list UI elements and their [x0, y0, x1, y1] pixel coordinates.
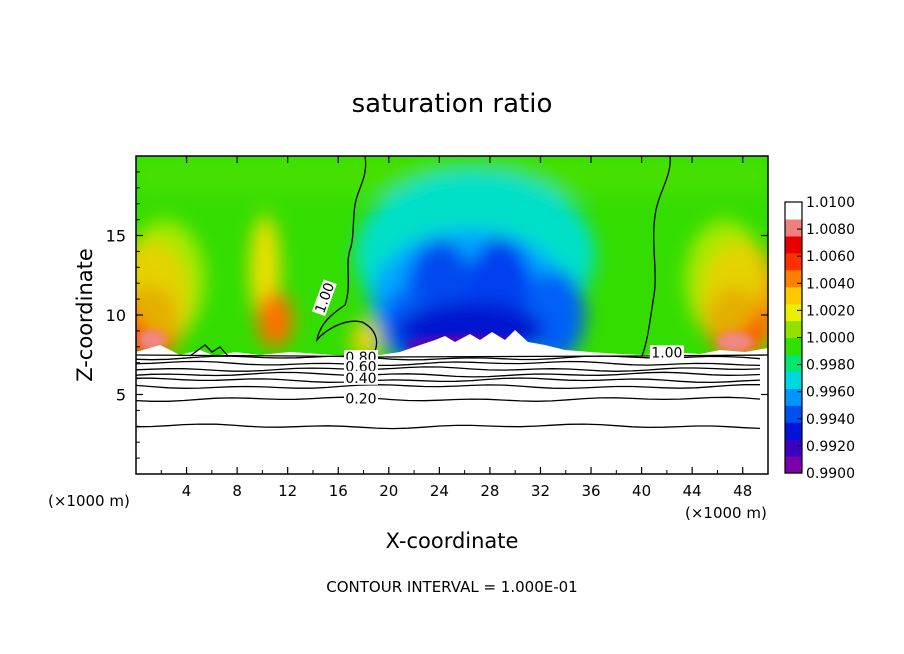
left-pink-rim	[138, 330, 166, 350]
contour-bump-left	[189, 344, 229, 357]
colorbar-swatch	[785, 286, 802, 305]
x-tick-label: 20	[379, 482, 398, 500]
x-tick-label: 32	[531, 482, 550, 500]
colorbar-tick-label: 0.9920	[806, 439, 855, 455]
colorbar-tick-label: 0.9940	[806, 412, 855, 428]
right-yellow-halo	[685, 220, 765, 340]
colorbar-swatch	[785, 202, 802, 220]
contour-label-backing	[311, 279, 337, 317]
colorbar-tick-label: 0.9980	[806, 358, 855, 374]
contour-lines	[136, 156, 768, 430]
contour-1-00-left	[315, 156, 378, 357]
y-axis-label: Z-coordinate	[73, 248, 97, 382]
contour-level-line	[136, 371, 761, 378]
colorbar-swatch	[785, 456, 802, 474]
colorbar-swatch	[785, 320, 802, 339]
colorbar-tick-label: 0.9900	[806, 466, 855, 482]
plot-area: 1.001.000.800.600.400.20	[136, 156, 768, 474]
contour-label-backing	[649, 345, 684, 360]
colorbar-swatch	[785, 235, 802, 254]
colorbar-swatch	[785, 354, 802, 372]
colorbar-tick-label: 0.9960	[806, 385, 855, 401]
right-pink-rim	[717, 332, 753, 352]
colorbar-swatch	[785, 252, 802, 271]
x-tick-label: 8	[232, 482, 242, 500]
contour-level-line	[136, 366, 761, 372]
colorbar-tick-label: 1.0060	[806, 249, 855, 265]
y-tick-label: 10	[106, 306, 126, 325]
x-unit-label-right: (×1000 m)	[685, 504, 767, 522]
colorbar-tick-label: 1.0100	[806, 195, 855, 211]
contour-levels-below-cloud	[136, 355, 761, 430]
y-tick-label: 15	[106, 227, 126, 246]
colorbar-swatch	[785, 337, 802, 356]
colorbar-swatch	[785, 388, 802, 406]
left-yellow-halo	[136, 220, 205, 340]
contour-level-line	[136, 360, 761, 367]
colorbar: 1.0100 1.0080 1.0060 1.0040 1.0020 1.0000 0.99…	[784, 195, 855, 482]
colorbar-swatch	[785, 269, 802, 288]
colorbar-tick-label: 1.0000	[806, 331, 855, 347]
x-tick-label: 12	[278, 482, 297, 500]
x-tick-label: 4	[182, 482, 192, 500]
x-tick-label: 24	[430, 482, 449, 500]
contour-label: 1.00	[651, 345, 682, 361]
small-yellow-plume	[351, 322, 379, 358]
mid-orange-plume	[257, 292, 293, 348]
colorbar-swatch	[785, 439, 802, 457]
colorbar-swatch	[785, 405, 802, 423]
x-tick-label: 36	[581, 482, 600, 500]
colorbar-tick-label: 1.0040	[806, 276, 855, 292]
x-tick-label: 44	[683, 482, 702, 500]
contour-label-backing	[343, 370, 378, 385]
colorbar-swatch	[785, 303, 802, 322]
contour-1-00-right	[641, 156, 671, 357]
colorbar-tick-label: 1.0020	[806, 303, 855, 319]
contour-level-line	[136, 423, 761, 430]
contour-label: 0.20	[345, 391, 376, 407]
x-tick-label: 16	[329, 482, 348, 500]
x-axis: 4 8 12 16 20 24 28 32 36 40 44 48	[160, 156, 752, 500]
contour-interval-footer: CONTOUR INTERVAL = 1.000E-01	[326, 578, 577, 596]
contour-level-line	[136, 377, 761, 384]
cloud-free-cutout	[136, 330, 768, 474]
chart-title: saturation ratio	[352, 89, 553, 119]
y-axis: 5 10 15	[106, 171, 768, 459]
contour-label: 0.40	[345, 371, 376, 387]
field-blobs-soft	[136, 156, 768, 370]
x-unit-label-left: (×1000 m)	[48, 492, 130, 510]
x-axis-label: X-coordinate	[386, 529, 519, 553]
x-tick-label: 48	[733, 482, 752, 500]
colorbar-tick-label: 1.0080	[806, 222, 855, 238]
colorbar-swatch	[785, 218, 802, 237]
contour-label-group: 1.001.000.800.600.400.20	[311, 279, 684, 407]
contour-level-line	[136, 384, 760, 390]
contour-level-line	[136, 396, 761, 402]
colorbar-swatch	[785, 371, 802, 389]
contour-label-backing	[343, 359, 378, 374]
contour-label-backing	[343, 391, 378, 406]
y-tick-label: 5	[116, 386, 126, 405]
x-tick-label: 40	[632, 482, 651, 500]
colorbar-swatch	[785, 422, 802, 440]
x-tick-label: 28	[480, 482, 499, 500]
